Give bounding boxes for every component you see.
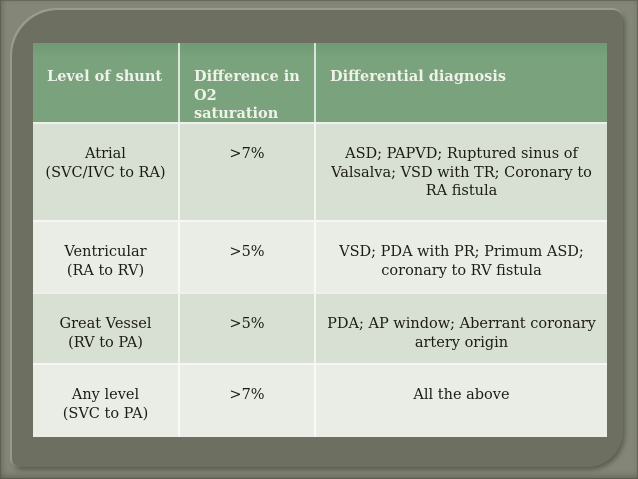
shunt-diagnosis-table: Level of shunt Difference in O2 saturati… <box>33 43 607 437</box>
cell-level-any-level: Any level (SVC to PA) <box>33 363 178 437</box>
slide-content-area: Level of shunt Difference in O2 saturati… <box>12 10 623 467</box>
header-level-of-shunt: Level of shunt <box>33 43 178 122</box>
cell-difference-any-level: >7% <box>178 363 314 437</box>
cell-diagnosis-great-vessel: PDA; AP window; Aberrant coronary artery… <box>314 292 607 363</box>
cell-diagnosis-any-level: All the above <box>314 363 607 437</box>
cell-difference-great-vessel: >5% <box>178 292 314 363</box>
cell-difference-atrial: >7% <box>178 122 314 220</box>
header-difference-in-o2-saturation: Difference in O2 saturation <box>178 43 314 122</box>
cell-difference-ventricular: >5% <box>178 220 314 292</box>
cell-level-great-vessel: Great Vessel (RV to PA) <box>33 292 178 363</box>
cell-level-ventricular: Ventricular (RA to RV) <box>33 220 178 292</box>
cell-level-atrial: Atrial (SVC/IVC to RA) <box>33 122 178 220</box>
header-differential-diagnosis: Differential diagnosis <box>314 43 607 122</box>
cell-diagnosis-atrial: ASD; PAPVD; Ruptured sinus of Valsalva; … <box>314 122 607 220</box>
cell-diagnosis-ventricular: VSD; PDA with PR; Primum ASD; coronary t… <box>314 220 607 292</box>
